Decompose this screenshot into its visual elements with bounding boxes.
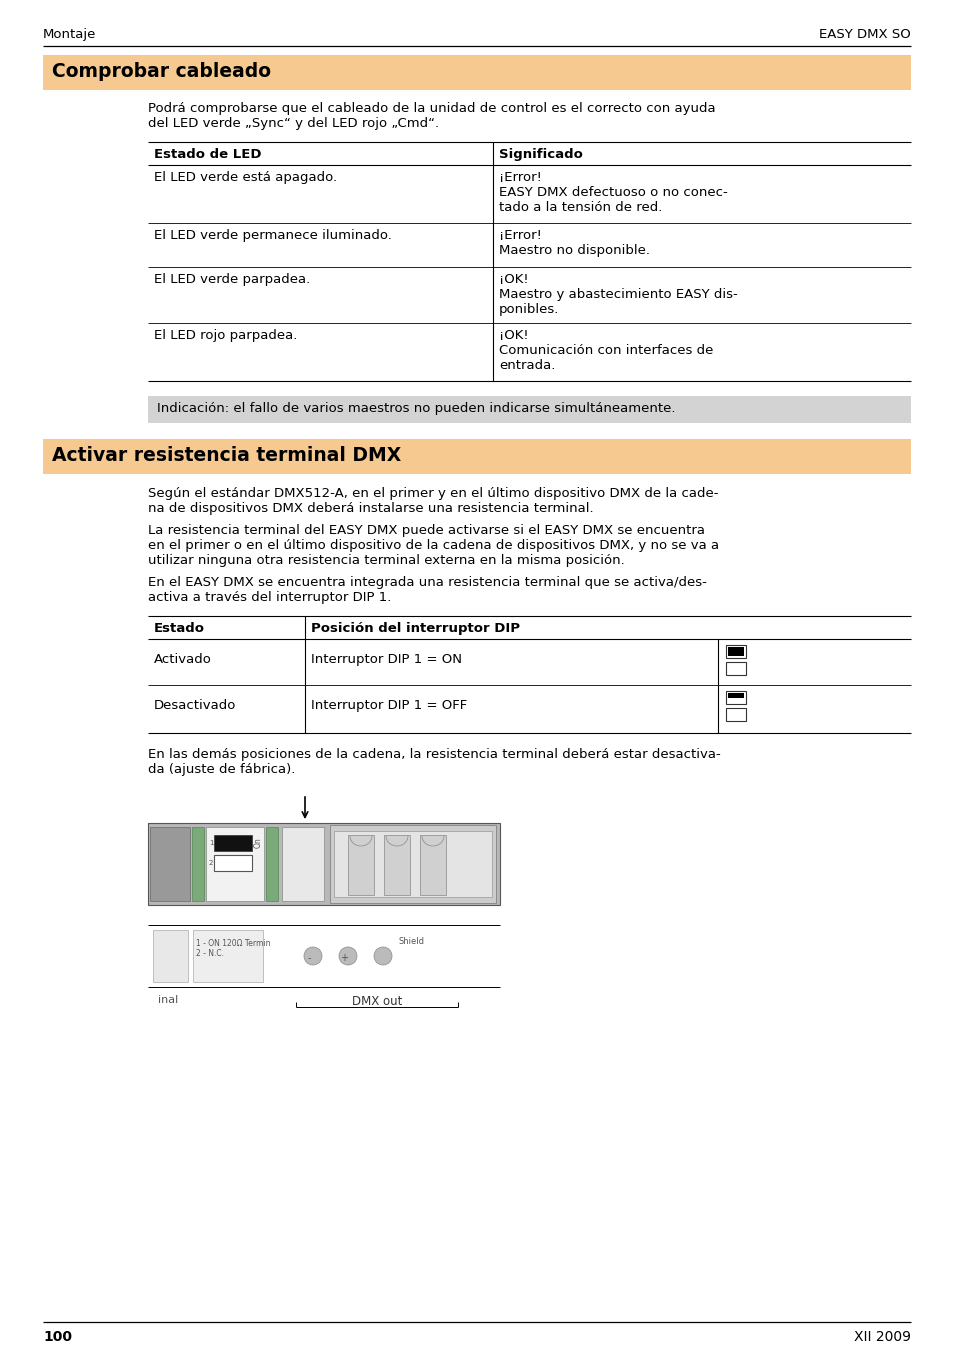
Text: ¡OK!: ¡OK! <box>498 329 528 343</box>
Bar <box>43 56 910 89</box>
Text: Según el estándar DMX512-A, en el primer y en el último dispositivo DMX de la ca: Según el estándar DMX512-A, en el primer… <box>148 487 718 500</box>
Text: 100: 100 <box>43 1330 71 1345</box>
Bar <box>384 835 410 895</box>
Text: El LED verde parpadea.: El LED verde parpadea. <box>153 274 310 286</box>
Text: 2 - N.C.: 2 - N.C. <box>195 949 224 959</box>
Bar <box>148 395 910 422</box>
Text: Estado de LED: Estado de LED <box>153 148 261 161</box>
Text: inal: inal <box>158 995 178 1005</box>
Bar <box>725 708 745 720</box>
Text: ¡Error!: ¡Error! <box>498 171 541 184</box>
Text: El LED verde está apagado.: El LED verde está apagado. <box>153 171 336 184</box>
Bar <box>43 439 910 474</box>
Text: Interruptor DIP 1 = OFF: Interruptor DIP 1 = OFF <box>311 699 467 712</box>
Circle shape <box>338 946 356 965</box>
Text: EASY DMX SO: EASY DMX SO <box>819 28 910 41</box>
Text: Podrá comprobarse que el cableado de la unidad de control es el correcto con ayu: Podrá comprobarse que el cableado de la … <box>148 102 715 115</box>
Bar <box>727 693 743 699</box>
Text: En el EASY DMX se encuentra integrada una resistencia terminal que se activa/des: En el EASY DMX se encuentra integrada un… <box>148 575 706 589</box>
Bar <box>192 827 204 900</box>
Text: Significado: Significado <box>498 148 582 161</box>
Text: ¡OK!: ¡OK! <box>498 274 528 286</box>
Text: Comunicación con interfaces de: Comunicación con interfaces de <box>498 344 713 357</box>
Circle shape <box>374 946 392 965</box>
Text: Activar resistencia terminal DMX: Activar resistencia terminal DMX <box>52 445 401 464</box>
Bar <box>193 930 263 982</box>
Text: na de dispositivos DMX deberá instalarse una resistencia terminal.: na de dispositivos DMX deberá instalarse… <box>148 502 593 515</box>
Text: Interruptor DIP 1 = ON: Interruptor DIP 1 = ON <box>311 653 461 666</box>
Text: Montaje: Montaje <box>43 28 96 41</box>
Text: 1 - ON 120Ω Termin: 1 - ON 120Ω Termin <box>195 940 271 948</box>
Bar <box>334 831 492 896</box>
Text: tado a la tensión de red.: tado a la tensión de red. <box>498 200 661 214</box>
Bar <box>330 825 496 903</box>
Text: activa a través del interruptor DIP 1.: activa a través del interruptor DIP 1. <box>148 590 391 604</box>
Bar <box>282 827 324 900</box>
Text: Maestro y abastecimiento EASY dis-: Maestro y abastecimiento EASY dis- <box>498 288 737 301</box>
Text: ponibles.: ponibles. <box>498 303 558 315</box>
Circle shape <box>304 946 322 965</box>
Text: XII 2009: XII 2009 <box>853 1330 910 1345</box>
Text: entrada.: entrada. <box>498 359 555 372</box>
Bar <box>206 827 264 900</box>
Text: 1: 1 <box>209 839 213 846</box>
Text: ¡Error!: ¡Error! <box>498 229 541 242</box>
Text: DMX out: DMX out <box>352 995 402 1007</box>
Bar <box>348 835 374 895</box>
Text: Maestro no disponible.: Maestro no disponible. <box>498 244 649 257</box>
Text: On: On <box>253 838 262 849</box>
Bar <box>725 691 745 704</box>
Bar <box>150 827 190 900</box>
Text: -: - <box>307 953 311 963</box>
Text: Estado: Estado <box>153 621 205 635</box>
Text: El LED verde permanece iluminado.: El LED verde permanece iluminado. <box>153 229 392 242</box>
Text: utilizar ninguna otra resistencia terminal externa en la misma posición.: utilizar ninguna otra resistencia termin… <box>148 554 624 567</box>
Bar <box>213 835 252 852</box>
Text: La resistencia terminal del EASY DMX puede activarse si el EASY DMX se encuentra: La resistencia terminal del EASY DMX pue… <box>148 524 704 538</box>
Text: EASY DMX defectuoso o no conec-: EASY DMX defectuoso o no conec- <box>498 185 727 199</box>
Text: El LED rojo parpadea.: El LED rojo parpadea. <box>153 329 297 343</box>
Text: da (ajuste de fábrica).: da (ajuste de fábrica). <box>148 764 295 776</box>
Bar <box>148 823 499 904</box>
Bar <box>725 662 745 676</box>
Text: en el primer o en el último dispositivo de la cadena de dispositivos DMX, y no s: en el primer o en el último dispositivo … <box>148 539 719 552</box>
Text: Shield: Shield <box>398 937 424 946</box>
Bar <box>213 854 252 871</box>
Text: 2: 2 <box>209 860 213 867</box>
Text: +: + <box>339 953 348 963</box>
Bar <box>725 645 745 658</box>
Text: Posición del interruptor DIP: Posición del interruptor DIP <box>311 621 519 635</box>
Text: Desactivado: Desactivado <box>153 699 236 712</box>
Text: Indicación: el fallo de varios maestros no pueden indicarse simultáneamente.: Indicación: el fallo de varios maestros … <box>157 402 675 414</box>
Bar <box>419 835 446 895</box>
Text: Comprobar cableado: Comprobar cableado <box>52 62 271 81</box>
Bar <box>152 930 188 982</box>
Bar <box>266 827 277 900</box>
Bar <box>727 647 743 655</box>
Text: del LED verde „Sync“ y del LED rojo „Cmd“.: del LED verde „Sync“ y del LED rojo „Cmd… <box>148 116 438 130</box>
Text: En las demás posiciones de la cadena, la resistencia terminal deberá estar desac: En las demás posiciones de la cadena, la… <box>148 747 720 761</box>
Text: Activado: Activado <box>153 653 212 666</box>
